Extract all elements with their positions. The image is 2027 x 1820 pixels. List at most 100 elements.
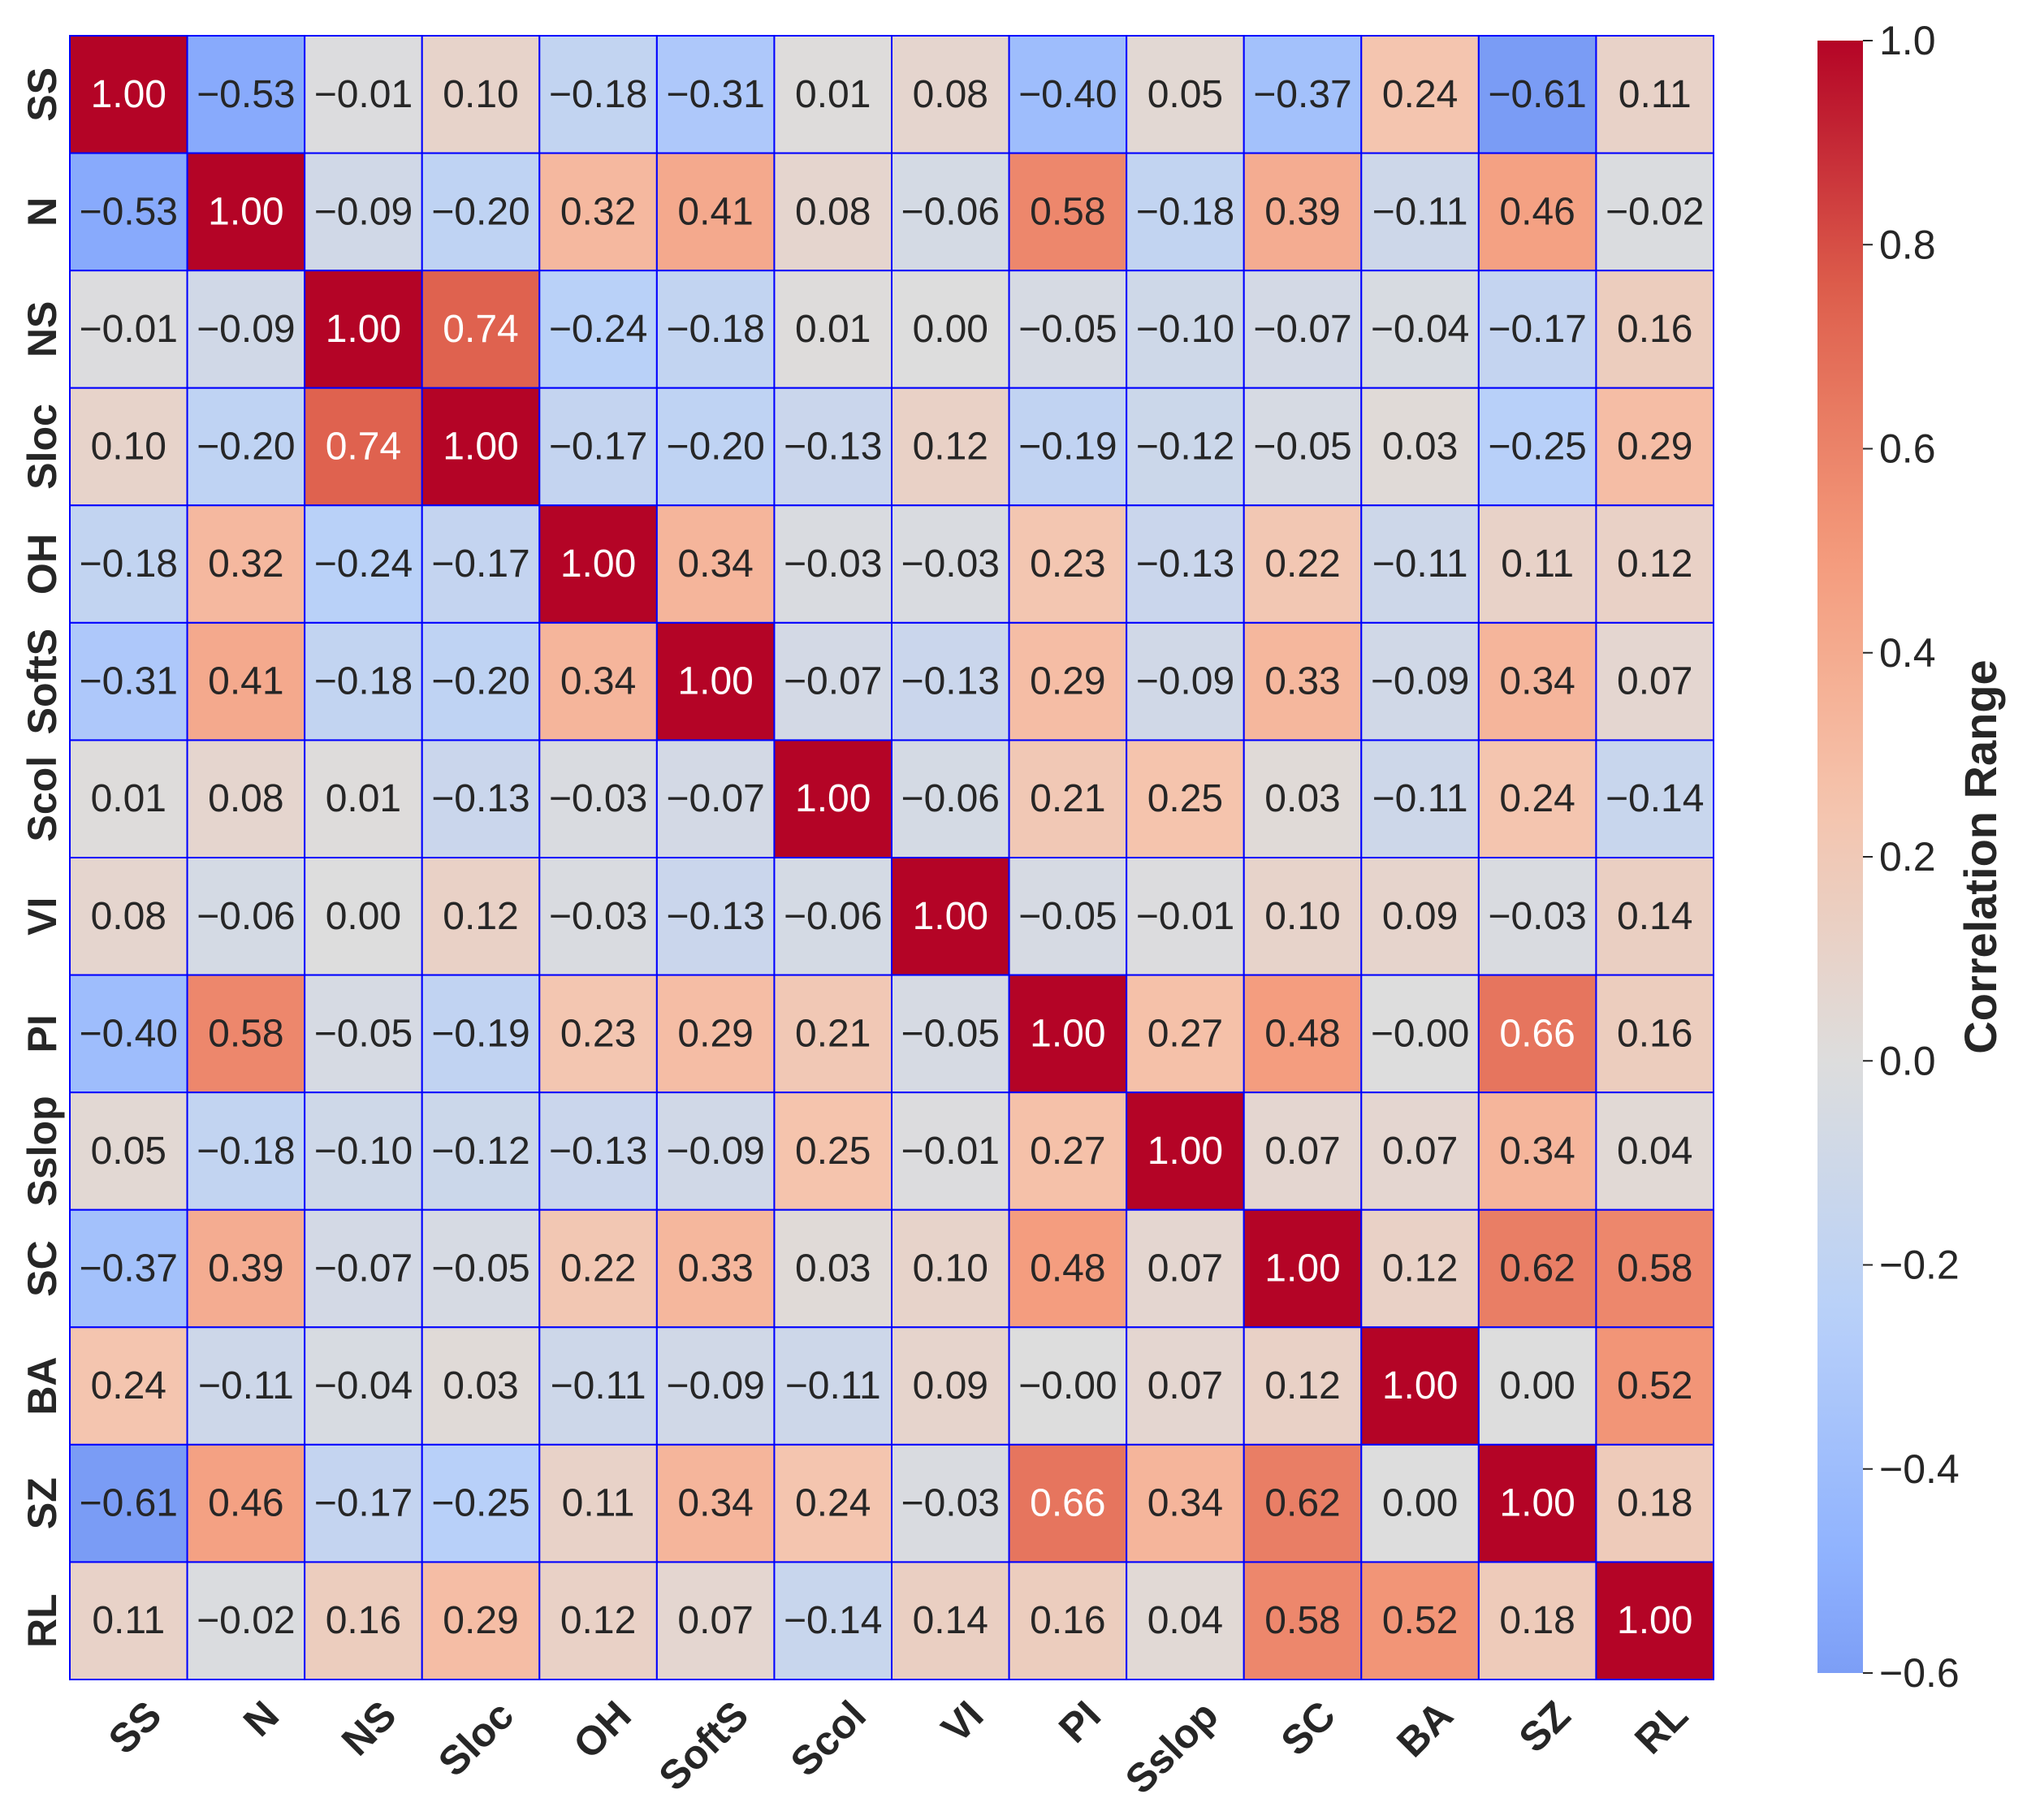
cell-label-ss-sloc: 0.10 (443, 73, 518, 116)
cell-label-softs-n: 0.41 (208, 660, 283, 703)
cell-sloc-ns (304, 387, 423, 507)
cell-label-scol-ns: 0.01 (326, 777, 401, 820)
cell-sslop-ss (69, 1092, 188, 1211)
x-tick-label-sloc: Sloc (430, 1692, 522, 1785)
cell-label-rl-n: −0.02 (197, 1599, 295, 1642)
cell-sslop-pi (1008, 1092, 1128, 1211)
colorbar-tick-label-8: −0.6 (1879, 1650, 1960, 1696)
cell-label-softs-sc: 0.33 (1264, 660, 1340, 703)
x-tick-label-rl: RL (1626, 1692, 1696, 1763)
cell-ss-n (186, 35, 306, 154)
cell-label-sslop-pi: 0.27 (1030, 1130, 1105, 1173)
cell-label-n-sloc: −0.20 (431, 190, 529, 233)
cell-scol-ns (304, 739, 423, 859)
cell-label-ba-sz: 0.00 (1499, 1364, 1575, 1407)
cell-ns-sslop (1126, 270, 1245, 389)
cell-label-vi-ss: 0.08 (91, 895, 166, 938)
cell-label-ns-softs: −0.18 (666, 308, 764, 351)
cell-softs-sloc (421, 621, 541, 741)
cell-label-ba-n: −0.11 (198, 1364, 294, 1407)
cell-sz-pi (1008, 1443, 1128, 1563)
cell-sloc-oh (538, 387, 658, 507)
cell-label-pi-ss: −0.40 (80, 1012, 178, 1055)
cell-sslop-sz (1477, 1092, 1597, 1211)
cell-label-scol-vi: −0.06 (901, 777, 1000, 820)
cell-sslop-softs (655, 1092, 776, 1211)
cell-softs-softs (655, 621, 776, 741)
cell-label-sc-vi: 0.10 (913, 1247, 988, 1290)
cell-label-sc-pi: 0.48 (1030, 1247, 1105, 1290)
cell-ba-sslop (1126, 1326, 1245, 1446)
cell-label-scol-sslop: 0.25 (1147, 777, 1223, 820)
cell-label-n-n: 1.00 (208, 190, 283, 233)
cell-softs-scol (773, 621, 893, 741)
cell-label-scol-sz: 0.24 (1499, 777, 1575, 820)
cell-ba-pi (1008, 1326, 1128, 1446)
x-tick-label-vi: VI (933, 1692, 992, 1752)
cell-sslop-rl (1595, 1092, 1715, 1211)
cell-n-sloc (421, 152, 541, 272)
cell-label-scol-ba: −0.11 (1372, 777, 1468, 820)
cell-sz-scol (773, 1443, 893, 1563)
cell-sz-sz (1477, 1443, 1597, 1563)
cell-label-sz-sz: 1.00 (1499, 1482, 1575, 1525)
cell-label-ba-ba: 1.00 (1382, 1364, 1458, 1407)
cell-rl-vi (891, 1561, 1010, 1681)
cell-sloc-ba (1360, 387, 1480, 507)
heatmap-cells (69, 35, 1715, 1681)
colorbar-tick-label-7: −0.4 (1879, 1446, 1960, 1492)
cell-sloc-sz (1477, 387, 1597, 507)
cell-label-pi-sslop: 0.27 (1147, 1012, 1223, 1055)
cell-label-rl-sz: 0.18 (1499, 1599, 1575, 1642)
cell-label-sc-ns: −0.07 (314, 1247, 413, 1290)
cell-label-rl-rl: 1.00 (1617, 1599, 1692, 1642)
cell-label-n-oh: 0.32 (560, 190, 636, 233)
cell-pi-sloc (421, 974, 541, 1094)
cell-label-sc-rl: 0.58 (1617, 1247, 1692, 1290)
cell-label-sz-n: 0.46 (208, 1482, 283, 1525)
cell-label-n-vi: −0.06 (901, 190, 1000, 233)
cell-label-rl-sc: 0.58 (1264, 1599, 1340, 1642)
cell-label-softs-oh: 0.34 (560, 660, 636, 703)
y-tick-label-sc: SC (19, 1240, 65, 1296)
cell-label-pi-oh: 0.23 (560, 1012, 636, 1055)
cell-label-ba-oh: −0.11 (551, 1364, 646, 1407)
cell-label-sz-vi: −0.03 (901, 1482, 1000, 1525)
cell-sc-n (186, 1208, 306, 1329)
colorbar-tick-label-4: 0.2 (1879, 834, 1936, 880)
x-tick-label-n: N (235, 1692, 287, 1745)
cell-sz-oh (538, 1443, 658, 1563)
cell-oh-sc (1243, 504, 1363, 624)
cell-label-sz-ba: 0.00 (1382, 1482, 1458, 1525)
cell-pi-rl (1595, 974, 1715, 1094)
cell-vi-scol (773, 857, 893, 976)
cell-vi-sslop (1126, 857, 1245, 976)
cell-label-oh-rl: 0.12 (1617, 543, 1692, 586)
cell-label-sz-rl: 0.18 (1617, 1482, 1692, 1525)
cell-oh-sslop (1126, 504, 1245, 624)
y-tick-label-pi: PI (19, 1014, 65, 1053)
cell-label-ns-sz: −0.17 (1488, 308, 1586, 351)
cell-ba-vi (891, 1326, 1010, 1446)
cell-rl-sc (1243, 1561, 1363, 1681)
cell-oh-ns (304, 504, 423, 624)
cell-ns-pi (1008, 270, 1128, 389)
cell-softs-n (186, 621, 306, 741)
cell-label-ss-sz: −0.61 (1488, 73, 1586, 116)
cell-label-vi-vi: 1.00 (913, 895, 988, 938)
cell-label-ns-sloc: 0.74 (443, 308, 518, 351)
cell-sc-sslop (1126, 1208, 1245, 1329)
y-tick-label-vi: VI (19, 897, 65, 936)
cell-ns-ba (1360, 270, 1480, 389)
cell-scol-sc (1243, 739, 1363, 859)
cell-label-softs-sz: 0.34 (1499, 660, 1575, 703)
cell-label-scol-sc: 0.03 (1264, 777, 1340, 820)
x-tick-label-ns: NS (333, 1692, 405, 1765)
cell-label-n-sslop: −0.18 (1136, 190, 1234, 233)
cell-sloc-pi (1008, 387, 1128, 507)
cell-label-ba-rl: 0.52 (1617, 1364, 1692, 1407)
cell-label-oh-scol: −0.03 (784, 543, 882, 586)
cell-label-sslop-softs: −0.09 (666, 1130, 764, 1173)
cell-sc-rl (1595, 1208, 1715, 1329)
cell-label-oh-ns: −0.24 (314, 543, 413, 586)
